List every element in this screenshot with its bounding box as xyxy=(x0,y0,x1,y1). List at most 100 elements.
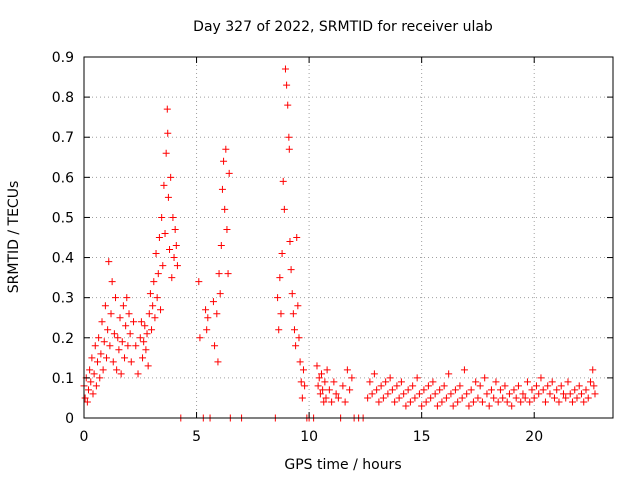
data-point xyxy=(288,290,296,298)
data-point xyxy=(289,310,297,318)
data-point xyxy=(472,378,480,386)
data-point xyxy=(203,326,211,334)
data-point xyxy=(281,65,289,73)
x-tick-label: 15 xyxy=(413,429,431,445)
data-point xyxy=(163,105,171,113)
data-point xyxy=(586,378,594,386)
data-point xyxy=(168,274,176,282)
data-point xyxy=(589,366,597,374)
data-point xyxy=(467,386,475,394)
data-point xyxy=(411,394,419,402)
data-point xyxy=(517,398,525,406)
data-point xyxy=(217,242,225,250)
data-point xyxy=(213,310,221,318)
data-point xyxy=(91,342,99,350)
data-point xyxy=(216,290,224,298)
data-point xyxy=(386,374,394,382)
data-point xyxy=(196,334,204,342)
x-tick-label: 10 xyxy=(300,429,318,445)
data-point xyxy=(116,314,124,322)
data-point xyxy=(225,169,233,177)
data-point xyxy=(98,318,106,326)
data-point xyxy=(101,302,109,310)
data-point xyxy=(537,374,545,382)
data-point xyxy=(94,358,102,366)
data-point xyxy=(173,262,181,270)
data-point xyxy=(292,342,300,350)
data-point xyxy=(161,229,169,237)
data-point xyxy=(209,298,217,306)
data-point xyxy=(424,382,432,390)
data-point xyxy=(532,382,540,390)
data-point xyxy=(169,213,177,221)
data-point xyxy=(512,394,520,402)
data-point xyxy=(580,398,588,406)
data-point xyxy=(573,394,581,402)
data-point xyxy=(375,398,383,406)
data-point xyxy=(221,205,229,213)
data-point xyxy=(96,374,104,382)
data-point xyxy=(117,370,125,378)
data-point xyxy=(564,378,572,386)
data-point xyxy=(290,326,298,334)
data-point xyxy=(125,310,133,318)
data-point xyxy=(316,390,324,398)
data-point xyxy=(294,302,302,310)
data-point xyxy=(146,290,154,298)
data-point xyxy=(97,350,105,358)
x-axis-label: GPS time / hours xyxy=(284,457,401,473)
y-tick-label: 0.8 xyxy=(52,90,74,106)
data-point xyxy=(322,394,330,402)
data-point xyxy=(83,398,91,406)
data-point xyxy=(114,334,122,342)
data-point xyxy=(148,326,156,334)
data-point xyxy=(553,386,561,394)
data-point xyxy=(301,382,309,390)
data-point xyxy=(121,354,129,362)
data-point xyxy=(544,382,552,390)
data-point xyxy=(530,394,538,402)
data-point xyxy=(562,394,570,402)
data-point xyxy=(433,402,441,410)
y-tick-label: 0.6 xyxy=(52,170,74,186)
data-point xyxy=(315,374,323,382)
data-point xyxy=(151,314,159,322)
x-tick-label: 20 xyxy=(525,429,543,445)
data-point xyxy=(215,270,223,278)
data-point xyxy=(287,266,295,274)
data-point xyxy=(106,342,114,350)
data-point xyxy=(218,185,226,193)
data-point xyxy=(285,145,293,153)
data-point xyxy=(95,334,103,342)
data-point xyxy=(334,394,342,402)
x-tick-label: 5 xyxy=(192,429,201,445)
data-point xyxy=(548,378,556,386)
data-point xyxy=(164,193,172,201)
data-point xyxy=(141,322,149,330)
data-point xyxy=(297,378,305,386)
data-point xyxy=(298,394,306,402)
data-point xyxy=(104,326,112,334)
y-tick-label: 0.5 xyxy=(52,210,74,226)
data-point xyxy=(521,394,529,402)
data-point xyxy=(122,322,130,330)
data-point xyxy=(415,390,423,398)
data-point xyxy=(112,294,120,302)
data-point xyxy=(115,346,123,354)
data-point xyxy=(465,402,473,410)
data-point xyxy=(99,366,107,374)
data-point xyxy=(150,278,158,286)
y-tick-label: 0.3 xyxy=(52,291,74,307)
data-point xyxy=(445,370,453,378)
data-point xyxy=(528,386,536,394)
data-point xyxy=(119,302,127,310)
data-point xyxy=(438,398,446,406)
data-point xyxy=(458,394,466,402)
data-point xyxy=(296,358,304,366)
data-point xyxy=(164,129,172,137)
data-point xyxy=(377,382,385,390)
data-point xyxy=(402,402,410,410)
data-point xyxy=(577,390,585,398)
data-point xyxy=(485,402,493,410)
data-point xyxy=(575,382,583,390)
